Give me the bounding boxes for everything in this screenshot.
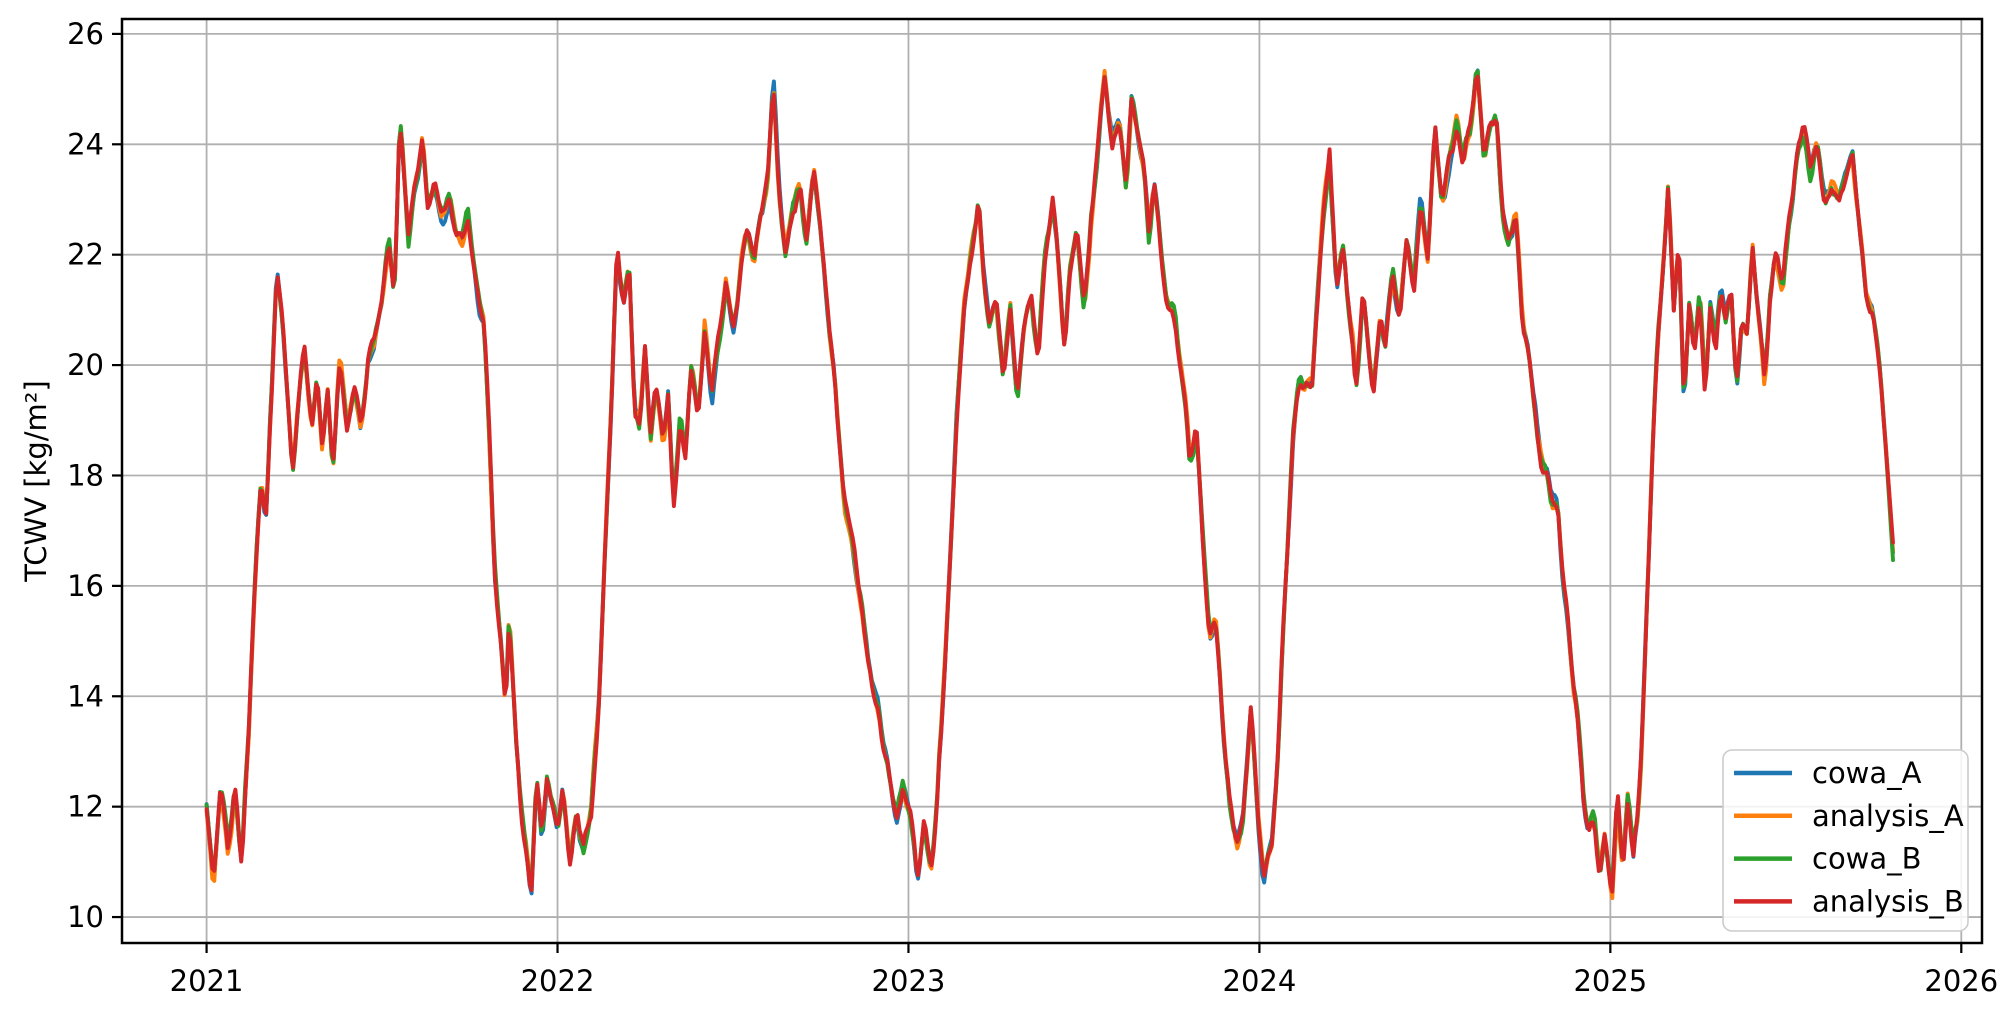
y-tick-label-24: 24 (67, 127, 104, 161)
y-tick-label-18: 18 (67, 458, 104, 492)
axis-ticks (112, 32, 1963, 953)
legend-item-analysis_B: analysis_B (1734, 884, 1964, 918)
x-tick-label-2023: 2023 (872, 964, 946, 998)
legend-label-analysis_B: analysis_B (1812, 884, 1964, 918)
x-tick-label-2025: 2025 (1573, 964, 1647, 998)
x-tick-label-2022: 2022 (521, 964, 595, 998)
axis-tick-labels: 2021 2022 2023 2024 2025 20261012141618202224… (67, 17, 1998, 998)
x-tick-label-2026: 2026 (1924, 964, 1998, 998)
y-axis-label: TCWV [kg/m²] (19, 380, 53, 582)
legend-label-cowa_A: cowa_A (1812, 756, 1922, 790)
x-tick-label-2021: 2021 (170, 964, 244, 998)
legend-label-cowa_B: cowa_B (1812, 842, 1922, 876)
legend-label-analysis_A: analysis_A (1812, 799, 1964, 833)
y-tick-label-14: 14 (67, 679, 104, 713)
y-tick-label-22: 22 (67, 238, 104, 272)
y-tick-label-20: 20 (67, 348, 104, 382)
y-tick-label-12: 12 (67, 790, 104, 824)
plot-border (120, 17, 1984, 945)
legend-item-cowa_A: cowa_A (1734, 756, 1922, 790)
legend-box (1722, 749, 1969, 932)
legend-item-cowa_B: cowa_B (1734, 842, 1922, 876)
legend: cowa_A analysis_A cowa_B analysis_B (1722, 749, 1969, 932)
series-group (204, 68, 1895, 901)
y-tick-label-16: 16 (67, 569, 104, 603)
x-tick-label-2024: 2024 (1223, 964, 1297, 998)
legend-item-analysis_A: analysis_A (1734, 799, 1964, 833)
y-tick-label-26: 26 (67, 17, 104, 51)
series-line-analysis_B (204, 74, 1895, 894)
y-tick-label-10: 10 (67, 900, 104, 934)
